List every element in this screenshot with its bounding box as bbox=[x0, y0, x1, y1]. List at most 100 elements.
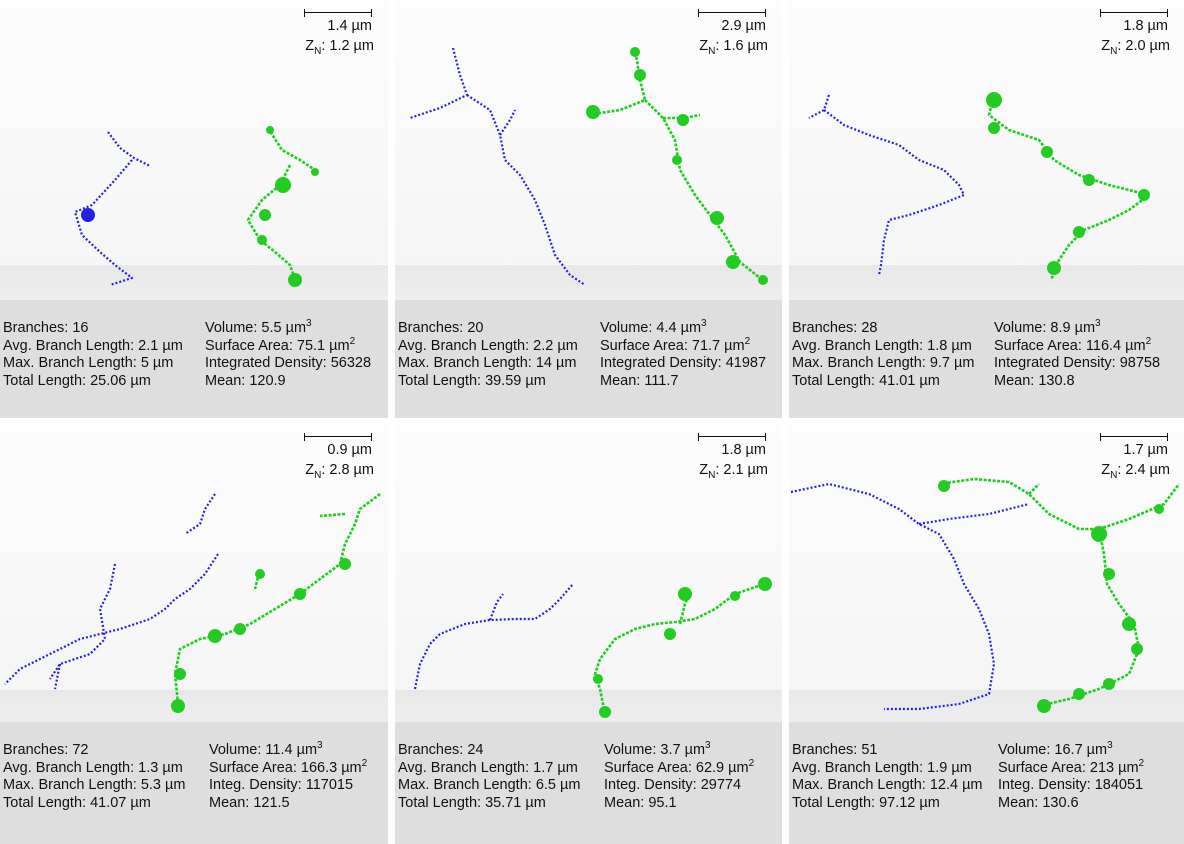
zn-label: ZN: 2.4 µm bbox=[1101, 462, 1170, 481]
green-surface-branch bbox=[593, 580, 771, 715]
green-surface-branch bbox=[644, 99, 766, 284]
skeleton-render bbox=[808, 92, 1150, 281]
green-surface-branch bbox=[1038, 528, 1141, 708]
scale-info: 2.9 µm ZN: 1.6 µm bbox=[699, 6, 768, 62]
scale-label: 0.9 µm bbox=[327, 442, 372, 458]
green-varicosity bbox=[1047, 261, 1061, 275]
stats-box: Branches: 24 Avg. Branch Length: 1.7 µm … bbox=[395, 722, 782, 844]
branches: Branches: 20 bbox=[398, 320, 484, 336]
max-branch-length: Max. Branch Length: 5.3 µm bbox=[3, 777, 186, 793]
avg-branch-length: Avg. Branch Length: 1.9 µm bbox=[792, 759, 972, 776]
max-branch-length: Max. Branch Length: 12.4 µm bbox=[792, 777, 983, 793]
green-varicosity bbox=[726, 255, 740, 269]
blue-skeleton-branch bbox=[466, 94, 586, 286]
surface-area: Surface Area: 75.1 µm2 bbox=[205, 335, 356, 354]
green-varicosity bbox=[174, 668, 186, 680]
green-varicosity bbox=[678, 587, 692, 601]
max-branch-length: Max. Branch Length: 6.5 µm bbox=[398, 777, 581, 793]
green-varicosity bbox=[586, 105, 600, 119]
scale-info: 0.9 µm ZN: 2.8 µm bbox=[305, 430, 374, 486]
green-varicosity bbox=[758, 577, 772, 591]
green-surface-branch bbox=[266, 127, 319, 174]
green-varicosity bbox=[593, 674, 603, 684]
mean: Mean: 95.1 bbox=[604, 794, 677, 811]
scale-label: 1.4 µm bbox=[327, 18, 372, 34]
blue-skeleton-branch bbox=[107, 131, 151, 167]
blue-skeleton-branch bbox=[488, 593, 504, 621]
branches: Branches: 28 bbox=[792, 320, 878, 336]
blue-skeleton-branch bbox=[53, 663, 62, 690]
skeleton-render bbox=[4, 492, 381, 713]
green-varicosity bbox=[339, 558, 351, 570]
scale-bar bbox=[698, 433, 766, 445]
green-varicosity bbox=[630, 47, 640, 57]
integrated-density: Integrated Density: 98758 bbox=[994, 355, 1161, 371]
blue-skeleton-branch bbox=[413, 583, 574, 690]
scale-label: 1.8 µm bbox=[1123, 18, 1168, 34]
green-varicosity bbox=[1103, 568, 1115, 580]
green-varicosity bbox=[758, 275, 768, 285]
green-varicosity bbox=[275, 177, 291, 193]
integrated-density: Integrated Density: 56328 bbox=[205, 355, 372, 371]
green-surface-branch bbox=[663, 113, 701, 120]
panel-6: 1.7 µm ZN: 2.4 µm Branches: 51 Avg. Bran… bbox=[789, 424, 1184, 844]
blue-skeleton-branch bbox=[4, 553, 219, 685]
scale-bar bbox=[304, 433, 372, 445]
branches: Branches: 72 bbox=[3, 742, 89, 758]
max-branch-length: Max. Branch Length: 5 µm bbox=[3, 355, 174, 371]
skeleton-render bbox=[413, 577, 772, 718]
stats-box: Branches: 20 Avg. Branch Length: 2.2 µm … bbox=[395, 300, 782, 418]
avg-branch-length: Avg. Branch Length: 2.1 µm bbox=[3, 337, 183, 354]
stats-box: Branches: 28 Avg. Branch Length: 1.8 µm … bbox=[789, 300, 1184, 418]
scale-label: 1.8 µm bbox=[721, 442, 766, 458]
avg-branch-length: Avg. Branch Length: 2.2 µm bbox=[398, 337, 578, 354]
panel-3: 1.8 µm ZN: 2.0 µm Branches: 28 Avg. Bran… bbox=[789, 0, 1184, 418]
scale-bar bbox=[304, 9, 372, 21]
zn-label: ZN: 1.2 µm bbox=[305, 38, 374, 57]
blue-skeleton-branch bbox=[499, 109, 516, 136]
integrated-density: Integrated Density: 41987 bbox=[600, 355, 767, 371]
panel-4: 0.9 µm ZN: 2.8 µm Branches: 72 Avg. Bran… bbox=[0, 424, 388, 844]
total-length: Total Length: 41.01 µm bbox=[792, 372, 940, 389]
volume: Volume: 4.4 µm3 bbox=[600, 318, 707, 336]
mean: Mean: 130.6 bbox=[998, 794, 1079, 811]
volume: Volume: 8.9 µm3 bbox=[994, 318, 1101, 336]
green-varicosity bbox=[986, 92, 1002, 108]
total-length: Total Length: 25.06 µm bbox=[3, 372, 151, 389]
scale-info: 1.4 µm ZN: 1.2 µm bbox=[305, 6, 374, 62]
green-varicosity bbox=[1083, 174, 1095, 186]
green-surface-branch bbox=[1028, 483, 1040, 495]
zn-label: ZN: 1.6 µm bbox=[699, 38, 768, 57]
green-surface-branch bbox=[319, 512, 346, 518]
green-varicosity bbox=[1131, 643, 1143, 655]
green-surface-branch bbox=[586, 47, 647, 117]
volume: Volume: 11.4 µm3 bbox=[209, 740, 323, 758]
total-length: Total Length: 39.59 µm bbox=[398, 372, 546, 389]
mean: Mean: 121.5 bbox=[209, 794, 290, 811]
green-varicosity bbox=[259, 209, 271, 221]
green-varicosity bbox=[664, 628, 676, 640]
floor bbox=[0, 690, 388, 722]
surface-area: Surface Area: 166.3 µm2 bbox=[209, 757, 368, 776]
skeleton-render bbox=[790, 477, 1181, 713]
floor bbox=[395, 265, 782, 300]
green-varicosity bbox=[710, 211, 724, 225]
green-surface-branch bbox=[938, 477, 1181, 531]
surface-area: Surface Area: 213 µm2 bbox=[998, 757, 1145, 776]
green-surface-branch bbox=[246, 164, 298, 283]
stats-box: Branches: 51 Avg. Branch Length: 1.9 µm … bbox=[789, 722, 1184, 844]
integrated-density: Integ. Density: 184051 bbox=[998, 777, 1144, 793]
green-varicosity bbox=[1122, 617, 1136, 631]
green-varicosity bbox=[599, 706, 611, 718]
green-varicosity bbox=[1103, 678, 1115, 690]
scale-info: 1.8 µm ZN: 2.1 µm bbox=[699, 430, 768, 486]
mean: Mean: 130.8 bbox=[994, 372, 1075, 389]
floor bbox=[789, 265, 1184, 300]
green-surface-branch bbox=[987, 94, 1150, 197]
floor bbox=[0, 265, 388, 300]
green-varicosity bbox=[677, 114, 689, 126]
green-varicosity bbox=[288, 273, 302, 287]
total-length: Total Length: 97.12 µm bbox=[792, 794, 940, 811]
green-surface-branch bbox=[1049, 193, 1150, 281]
green-varicosity bbox=[1138, 189, 1150, 201]
